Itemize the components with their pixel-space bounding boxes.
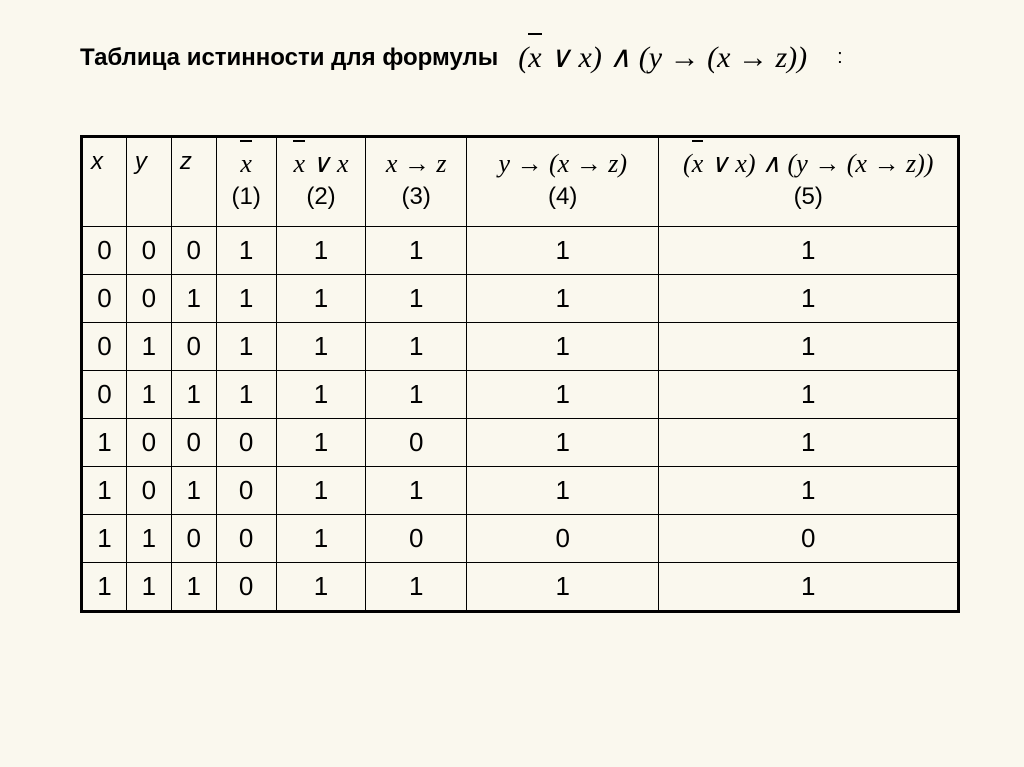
table-row: 1 0 0 0 1 0 1 1 <box>82 419 959 467</box>
colon: : <box>837 46 843 69</box>
header-col2: x ∨ x (2) <box>276 137 366 227</box>
cell: 1 <box>276 563 366 612</box>
cell: 1 <box>276 467 366 515</box>
cell: 0 <box>216 563 276 612</box>
cell: 0 <box>171 227 216 275</box>
cell: 0 <box>466 515 659 563</box>
cell: 1 <box>366 275 467 323</box>
table-row: 0 1 1 1 1 1 1 1 <box>82 371 959 419</box>
cell: 1 <box>82 563 127 612</box>
cell: 1 <box>82 419 127 467</box>
cell: 1 <box>276 227 366 275</box>
cell: 1 <box>216 227 276 275</box>
cell: 1 <box>466 371 659 419</box>
cell: 1 <box>366 371 467 419</box>
cell: 1 <box>171 371 216 419</box>
cell: 1 <box>659 371 959 419</box>
title-row: Таблица истинности для формулы (x ∨ x) ∧… <box>80 40 994 75</box>
cell: 1 <box>171 563 216 612</box>
cell: 1 <box>659 467 959 515</box>
cell: 0 <box>82 371 127 419</box>
cell: 1 <box>82 515 127 563</box>
header-y: y <box>126 137 171 227</box>
cell: 1 <box>216 323 276 371</box>
cell: 1 <box>466 275 659 323</box>
cell: 0 <box>126 275 171 323</box>
truth-table: x y z x (1) x ∨ x (2) x → z (3) y → (x →… <box>80 135 960 613</box>
header-col4: y → (x → z) (4) <box>466 137 659 227</box>
cell: 1 <box>366 227 467 275</box>
cell: 1 <box>276 323 366 371</box>
cell: 1 <box>659 275 959 323</box>
table-row: 0 0 0 1 1 1 1 1 <box>82 227 959 275</box>
cell: 1 <box>276 371 366 419</box>
cell: 0 <box>126 419 171 467</box>
cell: 1 <box>659 227 959 275</box>
cell: 1 <box>466 563 659 612</box>
cell: 1 <box>216 371 276 419</box>
cell: 0 <box>82 227 127 275</box>
cell: 1 <box>126 323 171 371</box>
cell: 1 <box>659 563 959 612</box>
table-row: 1 0 1 0 1 1 1 1 <box>82 467 959 515</box>
cell: 1 <box>171 467 216 515</box>
cell: 1 <box>276 419 366 467</box>
cell: 1 <box>82 467 127 515</box>
cell: 1 <box>126 371 171 419</box>
header-x: x <box>82 137 127 227</box>
cell: 0 <box>82 323 127 371</box>
cell: 1 <box>659 323 959 371</box>
cell: 1 <box>366 467 467 515</box>
cell: 1 <box>126 563 171 612</box>
cell: 0 <box>126 227 171 275</box>
cell: 1 <box>466 227 659 275</box>
header-z: z <box>171 137 216 227</box>
cell: 1 <box>276 275 366 323</box>
table-row: 0 1 0 1 1 1 1 1 <box>82 323 959 371</box>
cell: 0 <box>366 419 467 467</box>
cell: 0 <box>216 419 276 467</box>
table-row: 1 1 1 0 1 1 1 1 <box>82 563 959 612</box>
cell: 0 <box>126 467 171 515</box>
cell: 1 <box>366 323 467 371</box>
cell: 0 <box>216 467 276 515</box>
table-row: 1 1 0 0 1 0 0 0 <box>82 515 959 563</box>
main-formula: (x ∨ x) ∧ (y → (x → z)) <box>518 40 807 75</box>
cell: 1 <box>171 275 216 323</box>
cell: 0 <box>366 515 467 563</box>
cell: 1 <box>466 323 659 371</box>
cell: 0 <box>82 275 127 323</box>
table-body: 0 0 0 1 1 1 1 1 0 0 1 1 1 1 1 1 0 1 0 1 … <box>82 227 959 612</box>
header-col3: x → z (3) <box>366 137 467 227</box>
cell: 0 <box>171 515 216 563</box>
header-row: x y z x (1) x ∨ x (2) x → z (3) y → (x →… <box>82 137 959 227</box>
table-row: 0 0 1 1 1 1 1 1 <box>82 275 959 323</box>
cell: 1 <box>126 515 171 563</box>
cell: 1 <box>466 467 659 515</box>
cell: 0 <box>171 419 216 467</box>
page-title: Таблица истинности для формулы <box>80 44 498 72</box>
cell: 1 <box>216 275 276 323</box>
cell: 0 <box>171 323 216 371</box>
cell: 1 <box>276 515 366 563</box>
cell: 1 <box>466 419 659 467</box>
cell: 1 <box>366 563 467 612</box>
header-col5: (x ∨ x) ∧ (y → (x → z)) (5) <box>659 137 959 227</box>
cell: 1 <box>659 419 959 467</box>
cell: 0 <box>216 515 276 563</box>
cell: 0 <box>659 515 959 563</box>
header-col1: x (1) <box>216 137 276 227</box>
